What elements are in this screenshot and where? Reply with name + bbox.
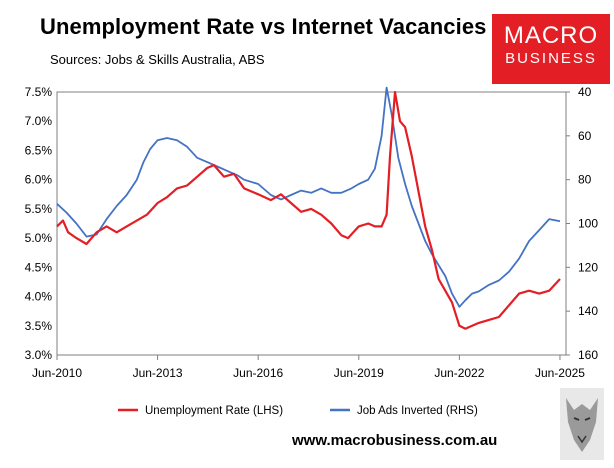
legend-label-unemployment: Unemployment Rate (LHS): [145, 405, 283, 417]
website-url: www.macrobusiness.com.au: [292, 432, 498, 449]
right-axis-tick-label: 60: [578, 129, 592, 143]
chart-title: Unemployment Rate vs Internet Vacancies: [40, 14, 487, 39]
logo-line2: BUSINESS: [505, 50, 597, 67]
x-axis-tick-label: Jun-2022: [434, 366, 484, 380]
x-axis-tick-label: Jun-2013: [133, 366, 183, 380]
left-axis-tick-label: 3.0%: [25, 348, 53, 362]
chart-subtitle: Sources: Jobs & Skills Australia, ABS: [50, 52, 265, 67]
x-axis-tick-label: Jun-2010: [32, 366, 82, 380]
left-axis-tick-label: 3.5%: [25, 319, 53, 333]
left-axis-tick-label: 4.5%: [25, 260, 53, 274]
left-axis-tick-label: 4.0%: [25, 290, 53, 304]
left-axis-tick-label: 5.5%: [25, 202, 53, 216]
left-axis-tick-label: 5.0%: [25, 231, 53, 245]
x-axis-tick-label: Jun-2025: [535, 366, 585, 380]
left-axis-tick-label: 6.5%: [25, 143, 53, 157]
legend-label-job-ads: Job Ads Inverted (RHS): [357, 405, 478, 417]
left-axis-tick-label: 7.0%: [25, 114, 53, 128]
right-axis-tick-label: 80: [578, 173, 592, 187]
right-axis-tick-label: 40: [578, 85, 592, 99]
x-axis-tick-label: Jun-2016: [233, 366, 283, 380]
job-ads-inverted-line: [56, 86, 561, 308]
left-axis-tick-label: 7.5%: [25, 85, 53, 99]
unemployment-rate-line: [56, 90, 561, 330]
wolf-mascot-icon: [560, 388, 604, 460]
x-axis-tick-label: Jun-2019: [334, 366, 384, 380]
right-axis-tick-label: 140: [578, 304, 598, 318]
macrobusiness-logo: MACRO BUSINESS: [492, 14, 610, 84]
left-axis-tick-label: 6.0%: [25, 173, 53, 187]
right-axis-tick-label: 160: [578, 348, 598, 362]
logo-line1: MACRO: [503, 22, 599, 49]
right-axis-tick-label: 100: [578, 217, 598, 231]
right-axis-tick-label: 120: [578, 260, 598, 274]
